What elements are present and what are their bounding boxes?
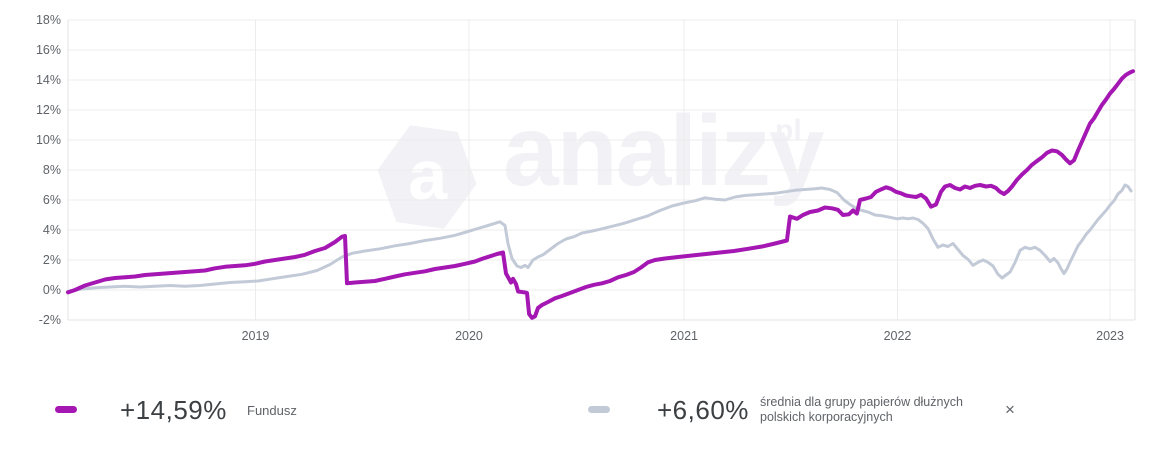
- y-axis-tick-label: 8%: [42, 163, 61, 177]
- benchmark-label: średnia dla grupy papierów dłużnych pols…: [760, 395, 963, 424]
- x-axis-tick-label: 2019: [241, 329, 270, 343]
- benchmark-return-value: +6,60%: [657, 395, 749, 425]
- fund-return-value: +14,59%: [120, 395, 227, 425]
- y-axis-tick-label: 18%: [35, 13, 61, 27]
- x-axis-tick-label: 2023: [1096, 329, 1124, 343]
- close-icon: ×: [1005, 400, 1015, 419]
- chart-plot-area[interactable]: [0, 0, 1160, 370]
- chart-legend: +14,59% Fundusz +6,60% średnia dla grupy…: [0, 385, 1160, 455]
- x-axis-tick-label: 2020: [455, 329, 483, 343]
- y-axis-tick-label: 2%: [42, 253, 61, 267]
- x-axis-tick-label: 2021: [670, 329, 698, 343]
- y-axis-tick-label: 16%: [35, 43, 61, 57]
- y-axis-tick-label: 6%: [42, 193, 61, 207]
- y-axis-tick-label: 4%: [42, 223, 61, 237]
- legend-swatch-benchmark: [588, 406, 610, 413]
- y-axis-tick-label: 12%: [35, 103, 61, 117]
- remove-benchmark-button[interactable]: ×: [1000, 400, 1020, 420]
- legend-swatch-fund: [55, 406, 77, 413]
- y-axis-tick-label: 14%: [35, 73, 61, 87]
- y-axis-tick-label: 0%: [42, 283, 61, 297]
- y-axis-tick-label: -2%: [38, 313, 61, 327]
- x-axis-tick-label: 2022: [883, 329, 912, 343]
- performance-chart: a analizy pl 18% 16% 14% 12% 10% 8% 6% 4% 2% 0% -2…: [0, 0, 1160, 370]
- fund-label: Fundusz: [247, 403, 297, 418]
- y-axis-tick-label: 10%: [35, 133, 61, 147]
